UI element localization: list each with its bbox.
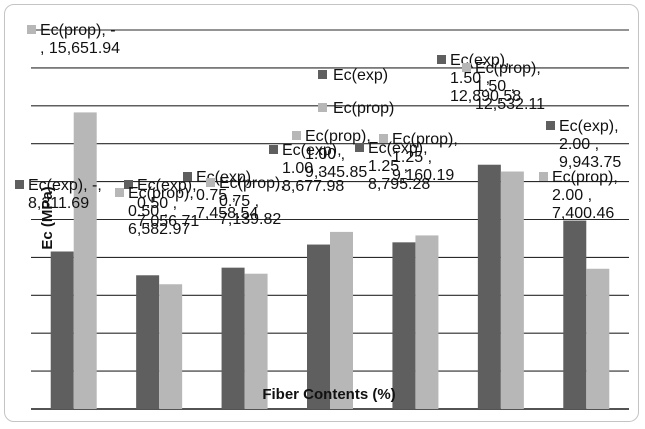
legend-key	[183, 172, 192, 181]
data-label: 8,677.98	[282, 178, 344, 195]
bar-prop	[73, 112, 97, 409]
legend-key	[269, 145, 278, 154]
data-label: 9,345.85	[305, 164, 367, 181]
legend-key	[318, 70, 327, 79]
data-label: 1.50 ,	[450, 70, 490, 87]
data-label: 12,532.11	[475, 96, 545, 113]
bar-prop	[159, 284, 183, 409]
data-label: Ec(exp),	[368, 140, 428, 157]
data-label: 6,582.97	[128, 221, 190, 238]
data-label: Ec(exp),	[559, 118, 619, 135]
data-label: Ec(prop),	[128, 185, 194, 202]
data-label: Ec(prop),	[392, 131, 458, 148]
data-label: 7,458.54	[196, 205, 258, 222]
data-label: 8,795.28	[368, 176, 430, 193]
data-label: Ec(exp),	[137, 177, 197, 194]
legend-key	[124, 180, 133, 189]
data-label: Ec(prop),	[219, 175, 285, 192]
data-label: 7,139.82	[219, 211, 281, 228]
legend-key	[437, 55, 446, 64]
data-label: 1.00 ,	[282, 160, 322, 177]
data-labels: Ec(prop), -, 15,651.94 Ec(exp), -,8,311.6…	[15, 22, 621, 238]
data-label: Ec(prop),	[305, 128, 371, 145]
bar-exp	[307, 244, 330, 409]
data-label: Ec(prop),	[475, 60, 541, 77]
bar-prop	[586, 268, 610, 409]
data-label: 8,311.69	[28, 195, 89, 212]
data-label: Ec(exp),	[282, 142, 342, 159]
legend-key	[15, 180, 24, 189]
legend-key	[206, 178, 215, 187]
data-label: 12,890.58	[450, 88, 521, 105]
legend-key	[115, 188, 124, 197]
data-label: 9,160.19	[392, 167, 454, 184]
x-axis-title: Fiber Contents (%)	[262, 386, 395, 403]
bar-prop	[244, 273, 268, 409]
bar-exp	[392, 242, 416, 409]
legend-key	[27, 25, 36, 34]
data-label: 2.00 ,	[552, 187, 592, 204]
data-label: Ec(prop), -	[40, 22, 116, 39]
legend-key	[539, 172, 548, 181]
data-label: 1.50 ,	[475, 78, 515, 95]
legend-key	[292, 131, 301, 140]
legend-key	[462, 63, 471, 72]
data-label: 1.25 ,	[368, 158, 408, 175]
data-label: Ec(exp), -,	[28, 177, 102, 194]
data-label: 7,400.46	[552, 205, 614, 222]
data-label: 0.50 ,	[128, 203, 168, 220]
bar-exp	[50, 251, 74, 409]
legend-label: Ec(prop)	[333, 100, 394, 117]
data-label: 1.00 ,	[305, 146, 345, 163]
bar-exp	[221, 267, 245, 409]
bar-exp	[477, 164, 501, 409]
data-label: 2.00 ,	[559, 136, 599, 153]
legend-label: Ec(exp)	[333, 67, 388, 84]
data-label: 1.25 ,	[392, 149, 432, 166]
bar-exp	[563, 220, 587, 409]
data-label: 0.50 ,	[137, 195, 177, 212]
bar-exp	[136, 275, 160, 409]
data-label: 9,943.75	[559, 154, 621, 171]
data-label: Ec(prop),	[552, 169, 618, 186]
legend-key	[318, 103, 327, 112]
gridlines	[31, 29, 629, 410]
y-axis-title: Ec (MPa)	[39, 186, 56, 249]
legend-key	[379, 134, 388, 143]
legend-key	[355, 143, 364, 152]
data-label: , 15,651.94	[40, 40, 120, 57]
bar-prop	[500, 171, 524, 409]
bar-prop	[415, 235, 439, 409]
legend-key	[546, 121, 555, 130]
data-label: 0.75 ,	[196, 187, 236, 204]
bars	[50, 112, 610, 409]
bar-prop	[330, 231, 353, 409]
data-label: 7,056.71	[137, 213, 199, 230]
data-label: 0.75 ,	[219, 193, 259, 210]
